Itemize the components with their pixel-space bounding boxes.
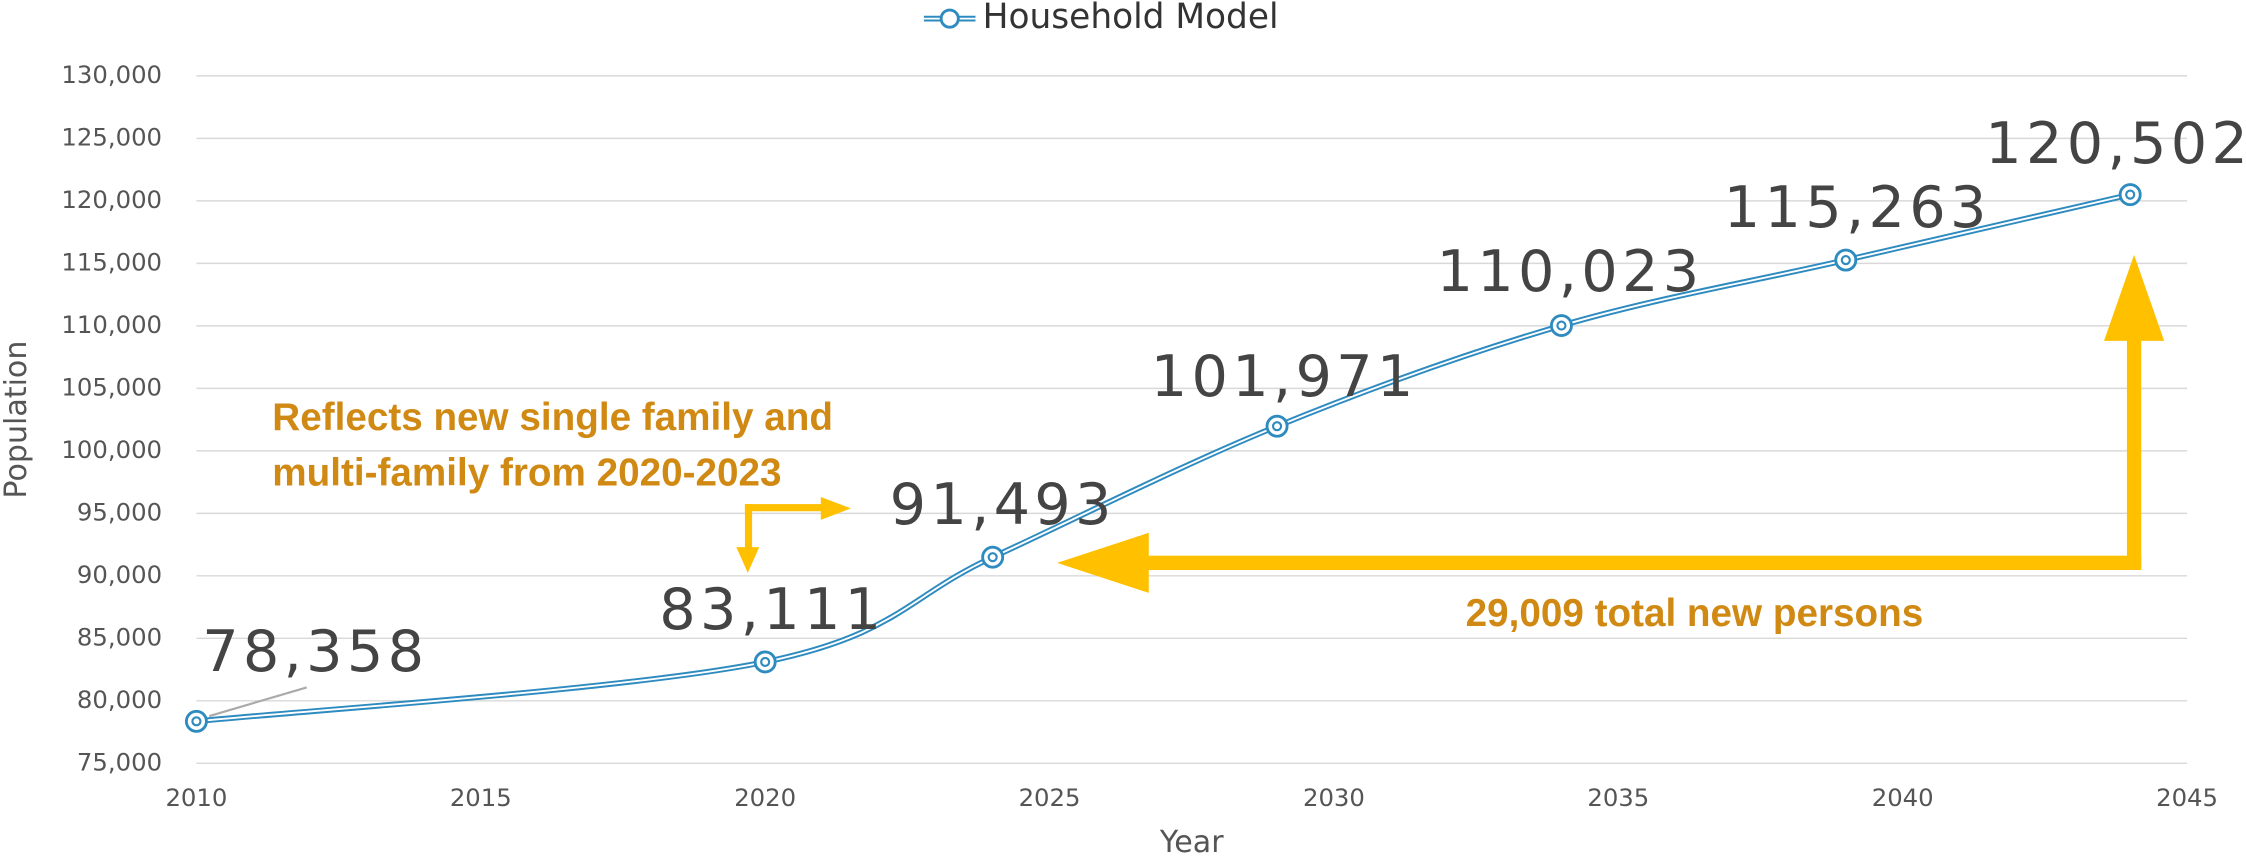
y-tick-label: 125,000 [61, 122, 162, 151]
legend: Household Model [923, 0, 1279, 37]
y-tick-label: 90,000 [77, 560, 162, 589]
data-label: 91,493 [890, 471, 1116, 538]
marker [981, 545, 1005, 569]
arrow-shaft [1138, 555, 2142, 570]
y-tick-label: 120,000 [61, 185, 162, 214]
data-label: 115,263 [1724, 174, 1991, 241]
marker [1265, 414, 1289, 438]
y-tick-label: 105,000 [61, 372, 162, 401]
x-tick-label: 2010 [165, 783, 227, 812]
y-tick-label: 85,000 [77, 622, 162, 651]
leader-line [209, 686, 307, 718]
y-axis-title: Population [0, 341, 34, 499]
marker [753, 650, 777, 674]
arrow-shaft [744, 504, 823, 512]
x-tick-label: 2045 [2156, 783, 2218, 812]
x-tick-label: 2025 [1019, 783, 1081, 812]
x-axis-title: Year [1159, 825, 1224, 860]
marker [1549, 314, 1573, 338]
y-tick-label: 110,000 [61, 310, 162, 339]
marker [1834, 248, 1858, 272]
data-label: 120,502 [1985, 110, 2246, 177]
annotation: Reflects new single family and [272, 396, 833, 439]
data-label: 110,023 [1437, 238, 1704, 305]
marker [184, 709, 208, 733]
arrow-head [736, 547, 760, 573]
marker-inner [2125, 189, 2136, 200]
arrows [736, 254, 2165, 593]
y-tick-label: 95,000 [77, 497, 162, 526]
legend-marker [939, 8, 960, 29]
arrow-shaft [2126, 329, 2142, 570]
grid [196, 75, 2188, 765]
x-tick-label: 2040 [1872, 783, 1934, 812]
data-label: 83,111 [659, 576, 885, 643]
marker-inner [760, 656, 771, 668]
x-tick-label: 2030 [1303, 783, 1365, 812]
legend-label: Household Model [983, 0, 1279, 37]
marker [2118, 183, 2142, 207]
annotation: 29,009 total new persons [1466, 592, 1924, 635]
arrow-shaft [744, 504, 753, 550]
marker-inner [1840, 255, 1851, 266]
marker-inner [1556, 320, 1567, 331]
arrow-head [820, 496, 851, 520]
arrow-head [1057, 532, 1149, 593]
y-tick-label: 75,000 [77, 747, 162, 776]
x-tick-label: 2020 [734, 783, 796, 812]
arrow-head [2104, 254, 2165, 341]
data-label: 101,971 [1151, 343, 1418, 410]
marker-inner [1271, 421, 1283, 432]
y-tick-label: 100,000 [61, 435, 162, 464]
marker-inner [987, 552, 998, 563]
y-tick-label: 130,000 [61, 60, 162, 89]
x-tick-label: 2035 [1587, 783, 1649, 812]
marker-inner [191, 716, 202, 727]
data-label: 78,358 [202, 618, 428, 685]
y-tick-label: 80,000 [77, 685, 162, 714]
annotation: multi-family from 2020-2023 [272, 452, 781, 495]
y-tick-label: 115,000 [61, 247, 162, 276]
x-tick-label: 2015 [450, 783, 512, 812]
